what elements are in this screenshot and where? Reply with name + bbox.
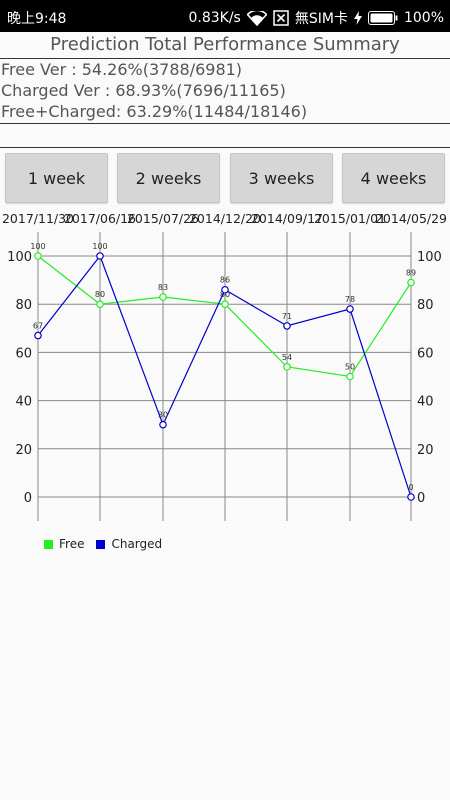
data-label-free: 89: [406, 269, 416, 278]
legend-label-free: Free: [59, 537, 85, 551]
data-label-charged: 86: [220, 276, 230, 285]
network-speed: 0.83K/s: [188, 10, 241, 26]
data-label-free: 83: [158, 283, 168, 292]
four-weeks-button[interactable]: 4 weeks: [342, 153, 445, 203]
data-point-charged: [96, 252, 104, 260]
sim-status: 無SIM卡: [294, 11, 348, 27]
data-point-charged: [283, 322, 291, 330]
legend-item-charged: Charged: [96, 537, 162, 551]
chart-legend: Free Charged: [44, 537, 174, 551]
one-week-button[interactable]: 1 week: [5, 153, 108, 203]
legend-swatch-free: [44, 539, 53, 549]
charged-summary: Charged Ver : 68.93%(7696/11165): [1, 81, 286, 100]
data-label-free: 80: [95, 290, 105, 299]
free-summary: Free Ver : 54.26%(3788/6981): [1, 60, 243, 79]
data-label-charged: 78: [345, 295, 355, 304]
y-tick-label-left: 100: [7, 250, 32, 265]
data-point-free: [96, 300, 104, 309]
y-tick-label-right: 60: [417, 346, 434, 361]
status-right: 0.83K/s 無SIM卡 100%: [188, 8, 444, 28]
y-tick-label-left: 80: [15, 298, 32, 313]
legend-item-free: Free: [44, 537, 84, 551]
x-tick-label: 2015/07/26: [127, 211, 199, 226]
data-label-charged: 30: [158, 411, 168, 420]
status-time: 晚上9:48: [7, 11, 67, 27]
y-tick-label-right: 40: [417, 395, 434, 410]
divider-bottom: [0, 147, 450, 148]
data-label-free: 50: [345, 363, 355, 372]
legend-swatch-charged: [96, 539, 106, 549]
status-bar: 晚上9:48 0.83K/s 無SIM卡 100%: [0, 0, 450, 32]
y-tick-label-left: 0: [24, 491, 32, 506]
data-point-charged: [34, 331, 42, 340]
y-tick-label-left: 40: [15, 395, 32, 410]
data-point-charged: [407, 493, 415, 501]
battery-icon: [367, 11, 398, 25]
data-label-free: 54: [282, 353, 292, 362]
x-tick-label: 2015/01/01: [314, 211, 386, 226]
data-point-free: [407, 278, 415, 287]
wifi-icon: [246, 10, 267, 26]
y-tick-label-right: 80: [417, 298, 434, 313]
data-label-charged: 100: [92, 242, 107, 251]
data-point-free: [34, 252, 42, 260]
data-label-charged: 0: [408, 483, 413, 492]
x-tick-label: 2017/11/30: [2, 211, 74, 226]
data-label-free: 100: [30, 242, 45, 251]
y-tick-label-right: 100: [417, 250, 442, 265]
three-weeks-button[interactable]: 3 weeks: [230, 153, 333, 203]
data-point-free: [283, 363, 291, 371]
data-point-free: [346, 372, 354, 381]
y-tick-label-right: 20: [417, 443, 434, 458]
no-sim-icon: [273, 10, 289, 26]
charging-bolt-icon: [353, 11, 362, 25]
data-label-free: 80: [220, 290, 230, 299]
y-tick-label-right: 0: [417, 491, 425, 506]
data-point-free: [159, 293, 167, 301]
x-tick-label: 2017/06/16: [64, 211, 136, 226]
battery-level: 100%: [403, 10, 444, 26]
combined-summary: Free+Charged: 63.29%(11484/18146): [1, 102, 308, 121]
y-tick-label-left: 60: [15, 346, 32, 361]
x-tick-label: 2014/12/20: [189, 211, 261, 226]
data-point-charged: [159, 420, 167, 429]
data-point-charged: [346, 305, 354, 313]
divider-top: [0, 58, 450, 59]
x-tick-label: 2014/05/29: [375, 211, 447, 226]
data-label-charged: 67: [33, 322, 43, 331]
page-title: Prediction Total Performance Summary: [50, 34, 400, 55]
data-label-charged: 71: [282, 312, 292, 321]
data-point-free: [221, 300, 229, 309]
two-weeks-button[interactable]: 2 weeks: [117, 153, 220, 203]
x-tick-label: 2014/09/17: [251, 211, 323, 226]
y-tick-label-left: 20: [15, 443, 32, 458]
data-point-charged: [221, 285, 229, 294]
legend-label-charged: Charged: [111, 537, 163, 551]
divider-mid: [0, 123, 450, 124]
